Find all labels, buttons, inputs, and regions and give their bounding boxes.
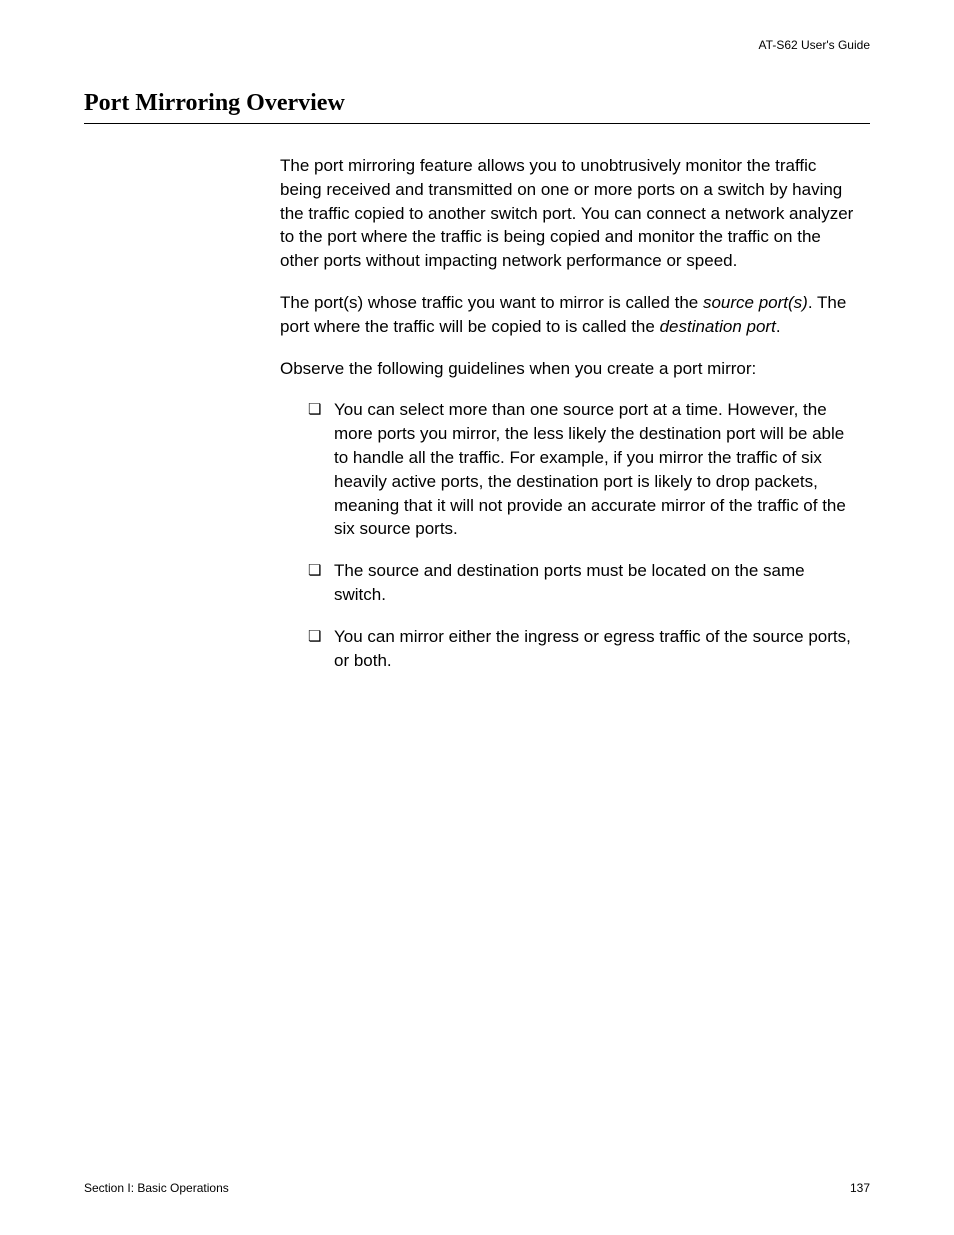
page-title: Port Mirroring Overview: [84, 90, 870, 124]
paragraph-intro: The port mirroring feature allows you to…: [280, 154, 860, 273]
footer-page-number: 137: [850, 1181, 870, 1195]
text-fragment: .: [776, 317, 781, 336]
text-fragment: The port(s) whose traffic you want to mi…: [280, 293, 703, 312]
content-area: The port mirroring feature allows you to…: [280, 154, 860, 672]
footer-section: Section I: Basic Operations: [84, 1181, 229, 1195]
paragraph-guidelines-intro: Observe the following guidelines when yo…: [280, 357, 860, 381]
guidelines-list: You can select more than one source port…: [308, 398, 860, 672]
term-source-port: source port(s): [703, 293, 808, 312]
list-item: The source and destination ports must be…: [308, 559, 860, 607]
guide-title: AT-S62 User's Guide: [759, 38, 870, 52]
page-header: AT-S62 User's Guide: [84, 38, 870, 52]
paragraph-definitions: The port(s) whose traffic you want to mi…: [280, 291, 860, 339]
page-footer: Section I: Basic Operations 137: [84, 1181, 870, 1195]
term-destination-port: destination port: [660, 317, 776, 336]
list-item: You can select more than one source port…: [308, 398, 860, 541]
document-page: AT-S62 User's Guide Port Mirroring Overv…: [0, 0, 954, 1235]
list-item: You can mirror either the ingress or egr…: [308, 625, 860, 673]
